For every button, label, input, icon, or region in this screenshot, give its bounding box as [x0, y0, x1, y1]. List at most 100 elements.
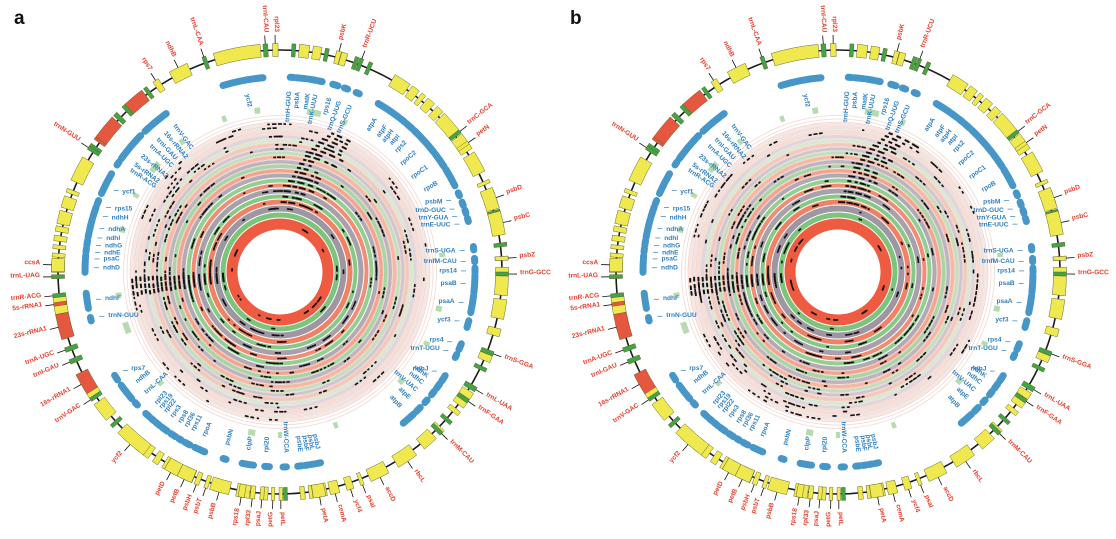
gene-block [448, 129, 462, 142]
gene-block [51, 252, 66, 258]
gene-block [95, 116, 123, 145]
gene-block [869, 45, 881, 61]
inner-gene-arc [111, 371, 122, 384]
gene-block [1035, 351, 1051, 364]
intron-block [835, 431, 841, 439]
gene-label-outer: petA [878, 507, 887, 523]
inner-gene-arc [1021, 317, 1031, 331]
intron-block [178, 138, 186, 146]
inner-gene-arc [675, 381, 694, 403]
gene-label-inner: rpoC1 [410, 164, 430, 181]
inner-gene-arc [739, 438, 752, 449]
gene-label-inner: atpB [388, 394, 403, 410]
gene-label-inner: ndhF [105, 295, 121, 302]
inner-gene-arc [142, 409, 153, 421]
gene-tick [350, 489, 354, 498]
inner-gene-arc [669, 371, 680, 384]
gene-block [68, 354, 84, 365]
intron-track [115, 107, 446, 439]
gene-tick [1033, 389, 1042, 395]
gene-tick [639, 142, 647, 148]
gene-tick [731, 59, 737, 68]
gene-block [849, 43, 855, 58]
gene-tick [192, 484, 197, 493]
gene-label-outer: trnL-UAG [568, 272, 598, 280]
gene-label-inner: trnE-UUC [979, 222, 1009, 229]
inner-gene-arc [117, 381, 136, 403]
gene-label-inner: atpA [365, 116, 379, 132]
gene-label-outer: psbD [505, 184, 523, 196]
gene-block [962, 85, 978, 102]
inner-gene-arc [644, 314, 653, 325]
gene-label-outer: petA [320, 507, 329, 523]
gene-block [828, 487, 834, 501]
gene-block [365, 461, 390, 482]
gene-block [836, 487, 841, 501]
gene-block [682, 89, 708, 115]
inner-gene-arc [191, 443, 209, 456]
gene-block [653, 116, 681, 145]
inner-gene-arc [307, 460, 318, 468]
gene-block [644, 145, 659, 157]
intron-block [435, 305, 443, 313]
inner-gene-arc [86, 314, 95, 325]
gene-label-outer: trnF-GAA [477, 404, 506, 427]
gene-label-outer: trnI-GAU [590, 362, 618, 379]
gene-label-outer: rps7 [698, 56, 712, 72]
gene-block [164, 457, 184, 477]
gene-block [611, 300, 626, 307]
gene-tick [602, 295, 611, 298]
gene-tick [62, 361, 71, 366]
gene-tick [797, 497, 800, 506]
inner-gene-arc [865, 460, 876, 468]
gene-label-outer: ndhB [164, 40, 178, 58]
gene-label-outer: 16s-rRNA1 [597, 386, 630, 409]
gene-label-inner: ndhD [661, 264, 678, 271]
inner-gene-arc [725, 430, 738, 441]
gene-block [75, 368, 99, 395]
intron-block [115, 292, 122, 298]
gene-label-inner: psaC [662, 256, 678, 263]
gene-block [60, 195, 78, 212]
gene-label-inner: ycf2 [243, 93, 252, 108]
inner-gene-arc [433, 380, 444, 392]
inner-gene-arc [640, 289, 650, 312]
gene-label-inner: psaA [438, 298, 454, 305]
gene-label-inner: ndhA [108, 226, 125, 233]
gene-label-inner: rps16 [880, 97, 892, 116]
gene-tick [180, 479, 185, 488]
gene-block [1031, 362, 1046, 373]
gene-label-outer: trnR-ACG [569, 292, 600, 302]
gene-tick [361, 50, 366, 59]
inner-gene-arc [851, 74, 867, 83]
gene-block [759, 55, 769, 70]
gene-label-inner: psbJ [311, 433, 321, 450]
gene-block [479, 187, 500, 212]
inner-gene-arc [1009, 350, 1019, 361]
gene-block [949, 444, 976, 468]
gene-block [53, 234, 68, 243]
inner-gene-arc [421, 396, 431, 406]
gene-label-inner: rps14 [439, 267, 457, 274]
inner-gene-arc [887, 80, 900, 90]
gene-block [363, 61, 374, 76]
intron-block [157, 379, 165, 387]
gene-block [1053, 271, 1067, 277]
gene-block [86, 145, 101, 157]
gene-label-outer: psbD [1063, 184, 1081, 196]
gene-label-inner: matK [302, 92, 312, 110]
gene-block [1052, 255, 1067, 261]
intron-block [341, 118, 349, 127]
gene-block [856, 44, 869, 59]
gene-label-inner: ycf1 [680, 189, 694, 196]
gene-block [262, 43, 269, 58]
gene-label-outer: trnV-GAC [612, 402, 641, 425]
gene-label-outer: ycf2 [110, 450, 124, 465]
gene-block [109, 415, 123, 429]
gene-block [193, 471, 204, 486]
gene-label-inner: trnW-CCA [840, 421, 848, 453]
gene-block [495, 271, 509, 277]
gene-tick [1051, 353, 1060, 358]
gene-tick [441, 433, 448, 440]
gene-block [618, 195, 636, 212]
